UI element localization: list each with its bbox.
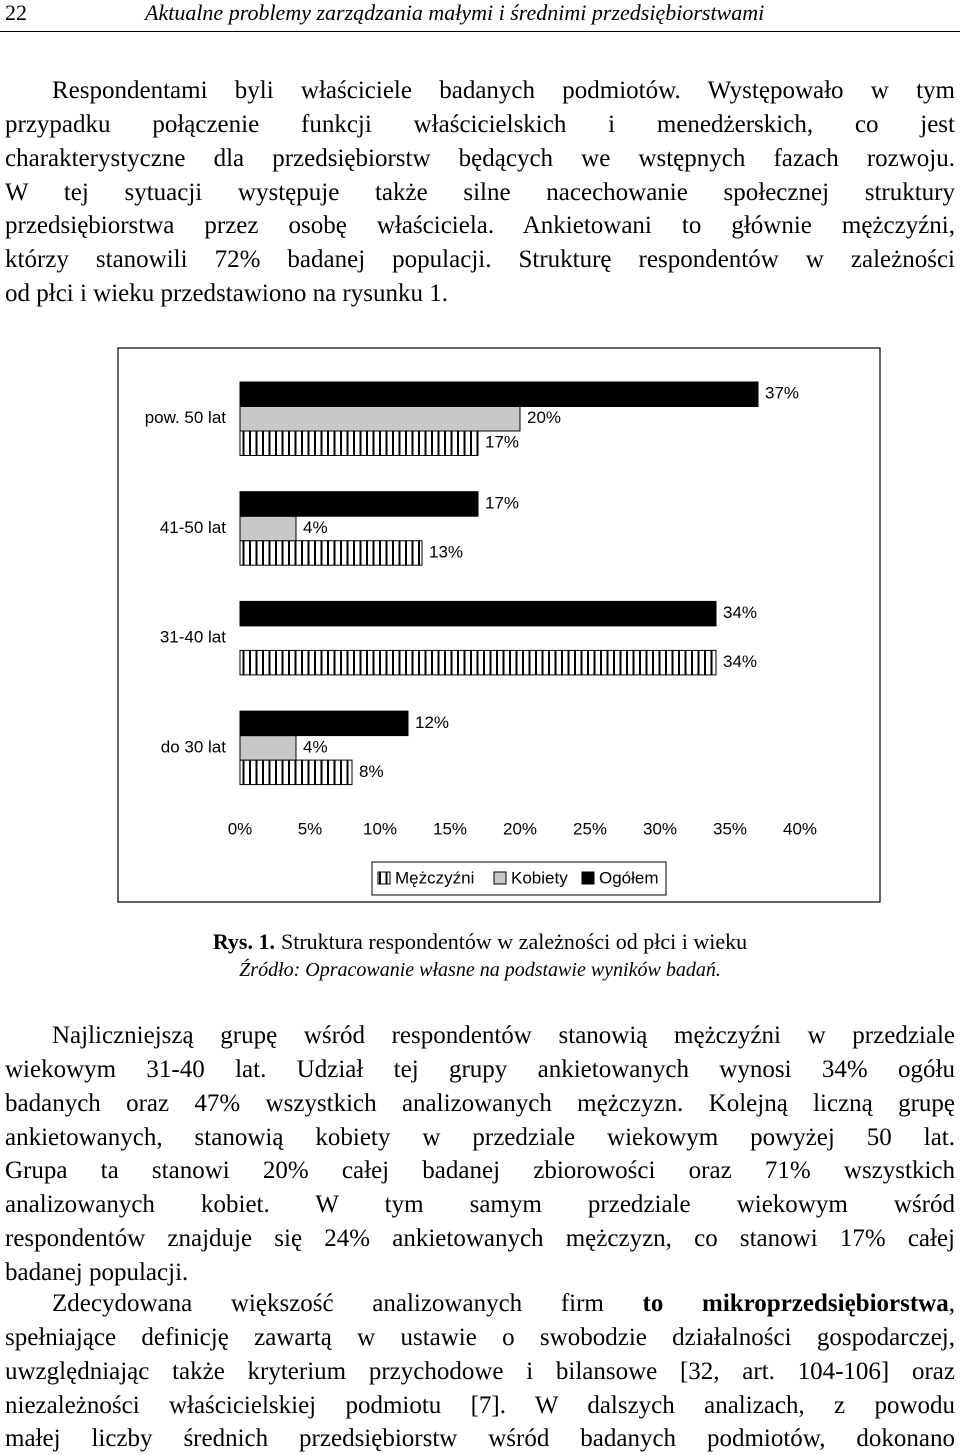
text-line: przedsiębiorstwa przez osobę właściciela… bbox=[5, 212, 955, 240]
caption-label: Rys. 1. bbox=[212, 929, 275, 954]
header-rule bbox=[0, 31, 960, 32]
bar bbox=[239, 491, 479, 517]
category-label: do 30 lat bbox=[161, 737, 226, 756]
bar bbox=[239, 540, 423, 566]
x-tick-label: 5% bbox=[298, 819, 323, 838]
caption-text: Struktura respondentów w zależności od p… bbox=[281, 929, 748, 954]
x-tick-label: 10% bbox=[363, 819, 397, 838]
text-line: niezależności właścicielskiej podmiotu [… bbox=[5, 1391, 955, 1419]
value-label: 4% bbox=[303, 737, 328, 756]
bold-text: to mikroprzedsiębiorstwa bbox=[642, 1290, 949, 1317]
category-label: 31-40 lat bbox=[160, 628, 226, 647]
legend-swatch bbox=[581, 871, 595, 885]
text-line: analizowanych kobiet. W tym samym przedz… bbox=[5, 1191, 955, 1219]
bar bbox=[239, 649, 717, 676]
x-tick-label: 30% bbox=[643, 819, 677, 838]
text-segment: Zdecydowana większość analizowanych firm bbox=[52, 1290, 643, 1317]
text-line: małej liczby średnich przedsiębiorstw wś… bbox=[5, 1425, 955, 1453]
value-label: 13% bbox=[429, 542, 463, 561]
legend-box bbox=[371, 861, 667, 896]
text-line: Grupa ta stanowi 20% całej badanej zbior… bbox=[5, 1157, 955, 1185]
value-label: 34% bbox=[723, 652, 757, 671]
legend-swatch bbox=[493, 871, 507, 885]
legend-label: Kobiety bbox=[511, 868, 568, 887]
bar bbox=[239, 735, 297, 761]
text-line: Respondentami byli właściciele badanych … bbox=[52, 77, 955, 104]
text-line: respondentów znajduje się 24% ankietowan… bbox=[5, 1225, 955, 1253]
legend-swatch bbox=[377, 871, 391, 885]
bar bbox=[239, 430, 479, 456]
text-line: spełniające definicję zawartą w ustawie … bbox=[5, 1323, 955, 1351]
legend-label: Ogółem bbox=[599, 868, 659, 887]
value-label: 12% bbox=[415, 713, 449, 732]
bar bbox=[239, 600, 717, 627]
text-line: przypadku połączenie funkcji właściciels… bbox=[5, 110, 955, 138]
category-label: pow. 50 lat bbox=[145, 408, 227, 427]
text-line: uwzględniając także kryterium przychodow… bbox=[5, 1357, 955, 1385]
value-label: 20% bbox=[527, 408, 561, 427]
x-tick-label: 40% bbox=[783, 819, 817, 838]
text-segment: , bbox=[948, 1290, 955, 1317]
text-line: ankietowanych, stanowią kobiety w przedz… bbox=[5, 1123, 955, 1151]
legend-label: Mężczyźni bbox=[395, 868, 474, 887]
page-number: 22 bbox=[5, 0, 27, 25]
bar bbox=[239, 759, 353, 786]
text-line: Najliczniejszą grupę wśród respondentów … bbox=[52, 1022, 955, 1049]
text-line: badanej populacji. bbox=[5, 1258, 189, 1286]
bar bbox=[239, 710, 409, 737]
x-tick-label: 15% bbox=[433, 819, 467, 838]
figure-source: Źródło: Opracowanie własne na podstawie … bbox=[239, 959, 721, 981]
text-line: charakterystyczne dla przedsiębiorstw bę… bbox=[5, 144, 955, 172]
x-tick-label: 35% bbox=[713, 819, 747, 838]
value-label: 8% bbox=[359, 762, 384, 781]
text-line: od płci i wieku przedstawiono na rysunku… bbox=[5, 280, 448, 308]
figure-caption: Rys. 1. Struktura respondentów w zależnoś… bbox=[0, 928, 960, 956]
text-line: którzy stanowili 72% badanej populacji. … bbox=[5, 246, 955, 274]
value-label: 17% bbox=[485, 433, 519, 452]
value-label: 4% bbox=[303, 518, 328, 537]
bar bbox=[239, 515, 297, 542]
text-line: W tej sytuacji występuje także silne nac… bbox=[5, 178, 955, 206]
value-label: 37% bbox=[765, 384, 799, 403]
text-line: wiekowym 31-40 lat. Udział tej grupy ank… bbox=[5, 1055, 955, 1083]
x-tick-label: 25% bbox=[573, 819, 607, 838]
text-line: Zdecydowana większość analizowanych firm… bbox=[52, 1289, 955, 1319]
bar bbox=[239, 381, 759, 407]
x-tick-label: 20% bbox=[503, 819, 537, 838]
bar bbox=[239, 406, 521, 432]
value-label: 17% bbox=[485, 493, 519, 512]
value-label: 34% bbox=[723, 603, 757, 622]
category-label: 41-50 lat bbox=[160, 518, 226, 537]
running-title: Aktualne problemy zarządzania małymi i ś… bbox=[145, 0, 765, 25]
text-line: badanych oraz 47% wszystkich analizowany… bbox=[5, 1089, 955, 1117]
x-tick-label: 0% bbox=[228, 819, 253, 838]
